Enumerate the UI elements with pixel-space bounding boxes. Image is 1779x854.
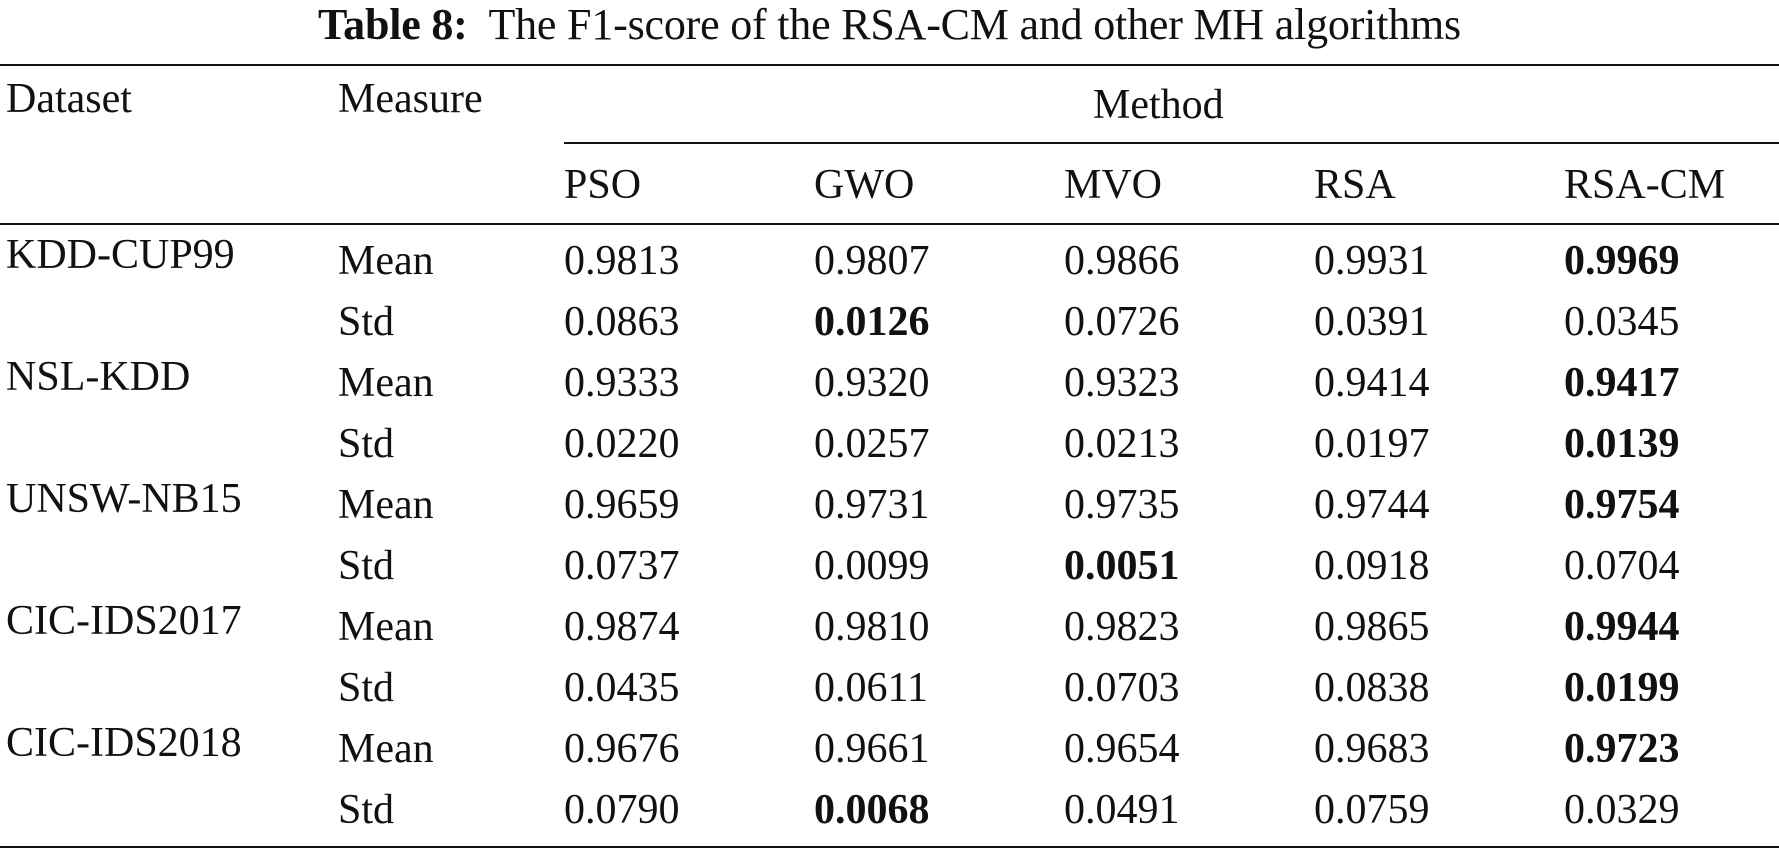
row-measure-label: Mean <box>338 238 434 284</box>
table-caption: Table 8: The F1-score of the RSA-CM and … <box>0 0 1779 60</box>
table-cell: 0.9823 <box>1064 604 1180 650</box>
table-cell: 0.9683 <box>1314 726 1430 772</box>
row-measure-label: Mean <box>338 360 434 406</box>
table-cell: 0.0126 <box>814 299 930 345</box>
table-cell: 0.9807 <box>814 238 930 284</box>
table-cell: 0.0391 <box>1314 299 1430 345</box>
table-cell: 0.0329 <box>1564 787 1680 833</box>
table-cell: 0.9723 <box>1564 726 1680 772</box>
table-cell: 0.9320 <box>814 360 930 406</box>
bottom-rule <box>0 846 1779 848</box>
row-dataset-label: CIC-IDS2017 <box>6 598 242 644</box>
table-cell: 0.0345 <box>1564 299 1680 345</box>
row-measure-label: Std <box>338 421 395 467</box>
header-method-rsa: RSA <box>1314 162 1396 208</box>
table-cell: 0.0790 <box>564 787 680 833</box>
table-cell: 0.9944 <box>1564 604 1680 650</box>
table-cell: 0.0726 <box>1064 299 1180 345</box>
table-cell: 0.0491 <box>1064 787 1180 833</box>
table-cell: 0.0213 <box>1064 421 1180 467</box>
table-cell: 0.9731 <box>814 482 930 528</box>
table-cell: 0.0099 <box>814 543 930 589</box>
table-cell: 0.0257 <box>814 421 930 467</box>
header-method: Method <box>1093 82 1224 128</box>
table-cell: 0.0068 <box>814 787 930 833</box>
table-cell: 0.9744 <box>1314 482 1430 528</box>
row-measure-label: Std <box>338 299 395 345</box>
caption-text: The F1-score of the RSA-CM and other MH … <box>488 0 1461 49</box>
header-method-rsa-cm: RSA-CM <box>1564 162 1726 208</box>
table-cell: 0.0611 <box>814 665 928 711</box>
table-cell: 0.0199 <box>1564 665 1680 711</box>
header-bottom-rule <box>0 223 1779 225</box>
table-cell: 0.9754 <box>1564 482 1680 528</box>
table-cell: 0.9323 <box>1064 360 1180 406</box>
table-cell: 0.9969 <box>1564 238 1680 284</box>
method-underline-rule <box>564 142 1779 144</box>
table-cell: 0.9676 <box>564 726 680 772</box>
table-cell: 0.9866 <box>1064 238 1180 284</box>
row-dataset-label: CIC-IDS2018 <box>6 720 242 766</box>
row-measure-label: Mean <box>338 726 434 772</box>
table-cell: 0.9414 <box>1314 360 1430 406</box>
table-cell: 0.0139 <box>1564 421 1680 467</box>
row-measure-label: Std <box>338 787 395 833</box>
table-cell: 0.9810 <box>814 604 930 650</box>
row-measure-label: Std <box>338 665 395 711</box>
row-measure-label: Mean <box>338 604 434 650</box>
row-dataset-label: UNSW-NB15 <box>6 476 242 522</box>
table-cell: 0.0838 <box>1314 665 1430 711</box>
table-cell: 0.0220 <box>564 421 680 467</box>
table-cell: 0.9931 <box>1314 238 1430 284</box>
table-cell: 0.0435 <box>564 665 680 711</box>
table-cell: 0.9654 <box>1064 726 1180 772</box>
table-cell: 0.9865 <box>1314 604 1430 650</box>
table-cell: 0.0704 <box>1564 543 1680 589</box>
header-method-gwo: GWO <box>814 162 915 208</box>
row-measure-label: Std <box>338 543 395 589</box>
row-measure-label: Mean <box>338 482 434 528</box>
table-cell: 0.0703 <box>1064 665 1180 711</box>
header-dataset: Dataset <box>6 76 132 122</box>
table-cell: 0.9659 <box>564 482 680 528</box>
table-cell: 0.0759 <box>1314 787 1430 833</box>
header-measure: Measure <box>338 76 483 122</box>
table-cell: 0.0051 <box>1064 543 1180 589</box>
table-cell: 0.9813 <box>564 238 680 284</box>
table-cell: 0.0863 <box>564 299 680 345</box>
table-cell: 0.9874 <box>564 604 680 650</box>
table-cell: 0.0737 <box>564 543 680 589</box>
row-dataset-label: NSL-KDD <box>6 354 191 400</box>
header-method-pso: PSO <box>564 162 642 208</box>
top-rule <box>0 64 1779 66</box>
table-cell: 0.0918 <box>1314 543 1430 589</box>
table-cell: 0.9661 <box>814 726 930 772</box>
table-cell: 0.9735 <box>1064 482 1180 528</box>
table-cell: 0.9417 <box>1564 360 1680 406</box>
caption-label: Table 8: <box>318 0 468 49</box>
row-dataset-label: KDD-CUP99 <box>6 232 235 278</box>
table-cell: 0.9333 <box>564 360 680 406</box>
table-cell: 0.0197 <box>1314 421 1430 467</box>
header-method-mvo: MVO <box>1064 162 1163 208</box>
